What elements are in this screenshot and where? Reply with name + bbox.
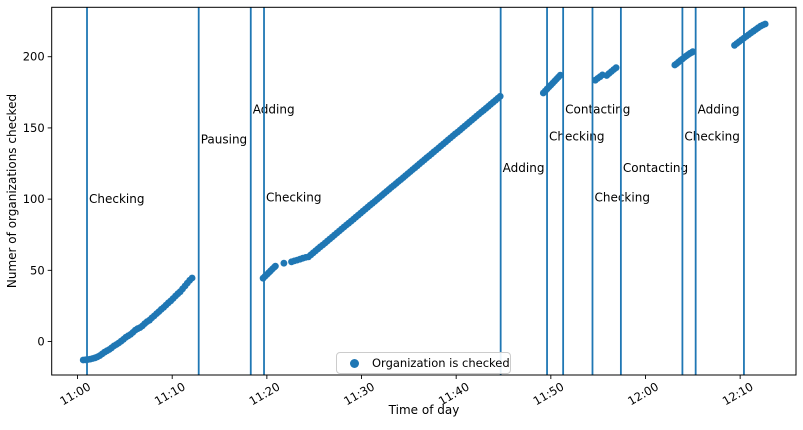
legend-label: Organization is checked xyxy=(372,356,510,370)
x-axis-label: Time of day xyxy=(388,403,460,417)
event-vline-label: Adding xyxy=(503,161,545,175)
event-vline-label: Checking xyxy=(89,192,144,206)
scatter-series xyxy=(79,20,769,364)
event-vline-label: Contacting xyxy=(565,102,630,116)
y-tick-label: 200 xyxy=(23,50,45,64)
y-axis: 0 50 100 150 200 xyxy=(23,50,52,349)
y-tick-label: 50 xyxy=(30,263,45,277)
event-vline-label: Adding xyxy=(253,102,295,116)
y-tick-label: 0 xyxy=(37,335,44,349)
event-vline-label: Checking xyxy=(549,129,604,143)
event-vline-label: Checking xyxy=(684,129,739,143)
scatter-point xyxy=(188,274,196,282)
event-vlines: Checking Pausing Adding Checking Adding Check… xyxy=(86,7,745,375)
event-vline-label: Contacting xyxy=(623,161,688,175)
event-vline-label: Checking xyxy=(594,191,649,205)
scatter-point xyxy=(280,259,288,267)
event-vline-label: Adding xyxy=(698,102,740,116)
y-axis-label: Numer of organizations checked xyxy=(5,93,19,289)
event-vline-label: Pausing xyxy=(201,132,247,146)
scatter-point xyxy=(272,262,279,270)
scatter-point xyxy=(556,71,564,79)
legend: Organization is checked xyxy=(336,352,511,374)
scatter-point xyxy=(761,20,769,28)
event-vline-label: Checking xyxy=(266,191,321,205)
y-tick-label: 150 xyxy=(23,121,45,135)
plot-border xyxy=(51,6,797,376)
scatter-point xyxy=(689,48,697,56)
y-tick-label: 100 xyxy=(23,192,45,206)
legend-marker-icon xyxy=(350,358,359,368)
scatter-point xyxy=(612,64,620,72)
